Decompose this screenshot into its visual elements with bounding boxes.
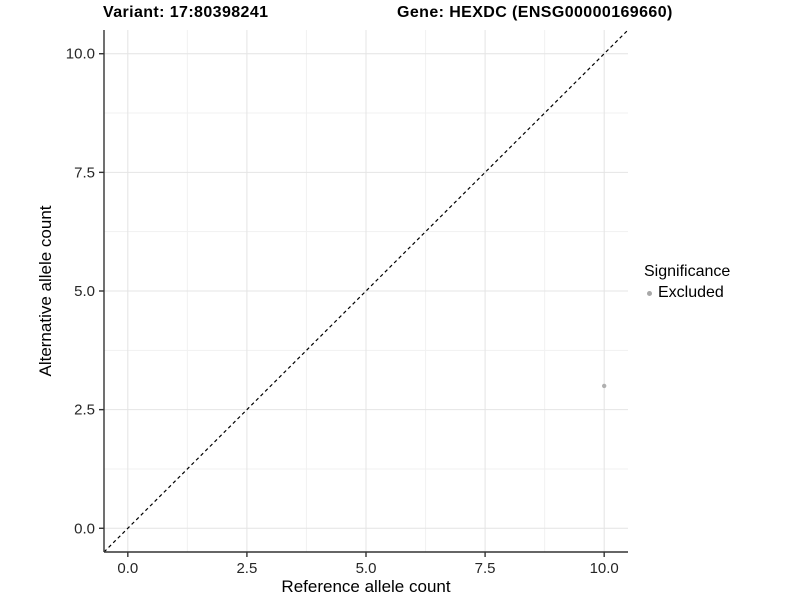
data-point [601, 383, 607, 389]
x-tick-label: 5.0 [356, 560, 377, 577]
y-tick-label: 5.0 [74, 283, 95, 300]
y-tick-label: 10.0 [66, 46, 95, 63]
x-tick-label: 0.0 [117, 560, 138, 577]
legend: Significance Excluded [644, 263, 730, 302]
x-axis-title: Reference allele count [281, 577, 451, 596]
excluded-point-icon [647, 290, 652, 296]
x-tick-label: 10.0 [590, 560, 619, 577]
legend-item-excluded: Excluded [644, 284, 730, 302]
gene-title: Gene: HEXDC (ENSG00000169660) [397, 4, 673, 21]
variant-title: Variant: 17:80398241 [103, 4, 269, 21]
x-tick-label: 7.5 [475, 560, 496, 577]
y-tick-label: 2.5 [74, 402, 95, 419]
legend-title: Significance [644, 263, 731, 280]
x-tick-label: 2.5 [236, 560, 257, 577]
y-tick-label: 0.0 [74, 520, 95, 537]
y-axis-title: Alternative allele count [36, 205, 55, 377]
legend-item-label: Excluded [658, 284, 724, 301]
y-tick-label: 7.5 [74, 164, 95, 181]
